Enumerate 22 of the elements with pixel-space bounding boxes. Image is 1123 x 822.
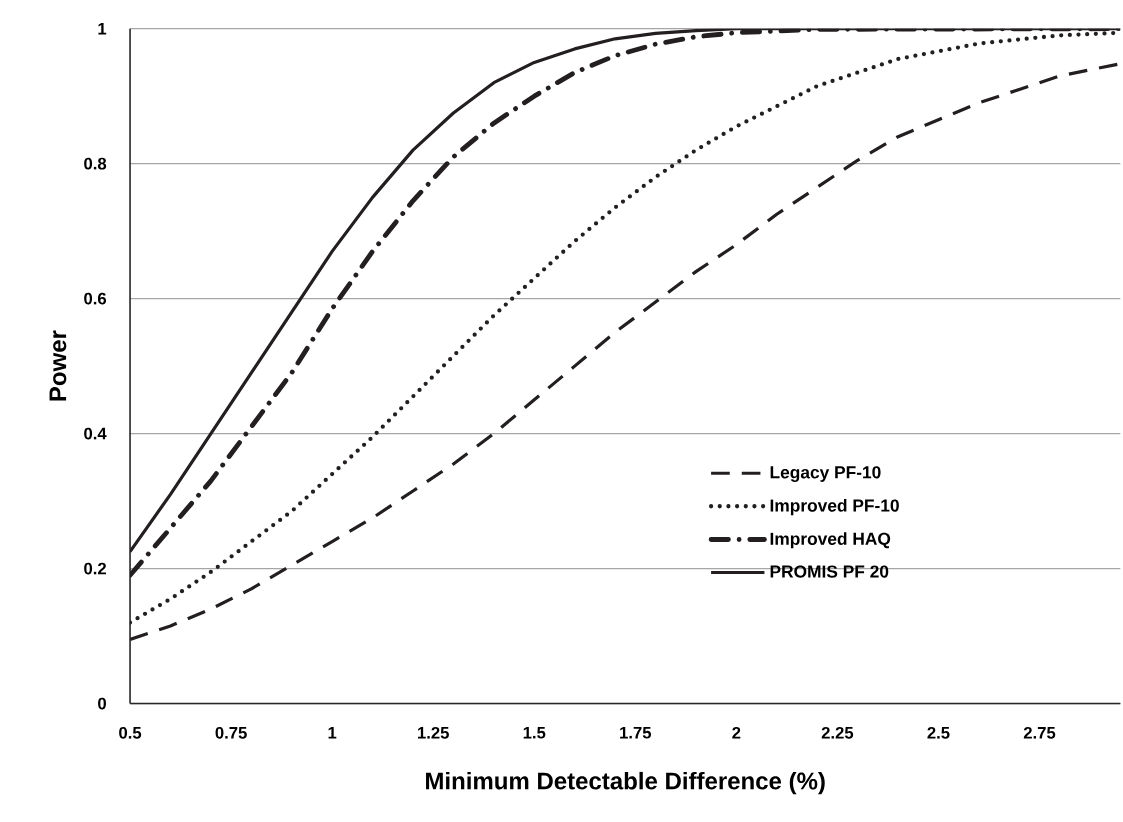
x-tick-label: 2.25 (821, 727, 854, 739)
x-axis-title: Minimum Detectable Difference (%) (426, 772, 825, 795)
x-tick-label: 0.75 (215, 727, 247, 739)
y-tick-label: 0.8 (84, 157, 107, 170)
x-tick-label: 2 (732, 727, 741, 739)
x-tick-label: 1.25 (418, 727, 449, 739)
y-tick-label: 0.2 (84, 562, 106, 575)
legend-label: Improved HAQ (770, 532, 891, 549)
y-axis-title: Power (49, 330, 67, 401)
x-tick-label: 0.5 (119, 727, 142, 739)
y-tick-label: 0 (98, 697, 106, 710)
legend-label: Legacy PF-10 (770, 466, 881, 483)
x-tick-label: 2.5 (927, 727, 950, 739)
legend-label: PROMIS PF 20 (770, 565, 889, 578)
x-tick-label: 2.75 (1023, 727, 1056, 739)
legend-label: Improved PF-10 (770, 499, 899, 516)
y-tick-label: 0.4 (84, 427, 107, 440)
x-tick-label: 1 (328, 727, 337, 739)
y-tick-label: 1 (98, 23, 107, 35)
y-tick-label: 0.6 (84, 292, 107, 305)
x-tick-label: 1.5 (523, 727, 546, 739)
x-tick-label: 1.75 (620, 727, 652, 739)
